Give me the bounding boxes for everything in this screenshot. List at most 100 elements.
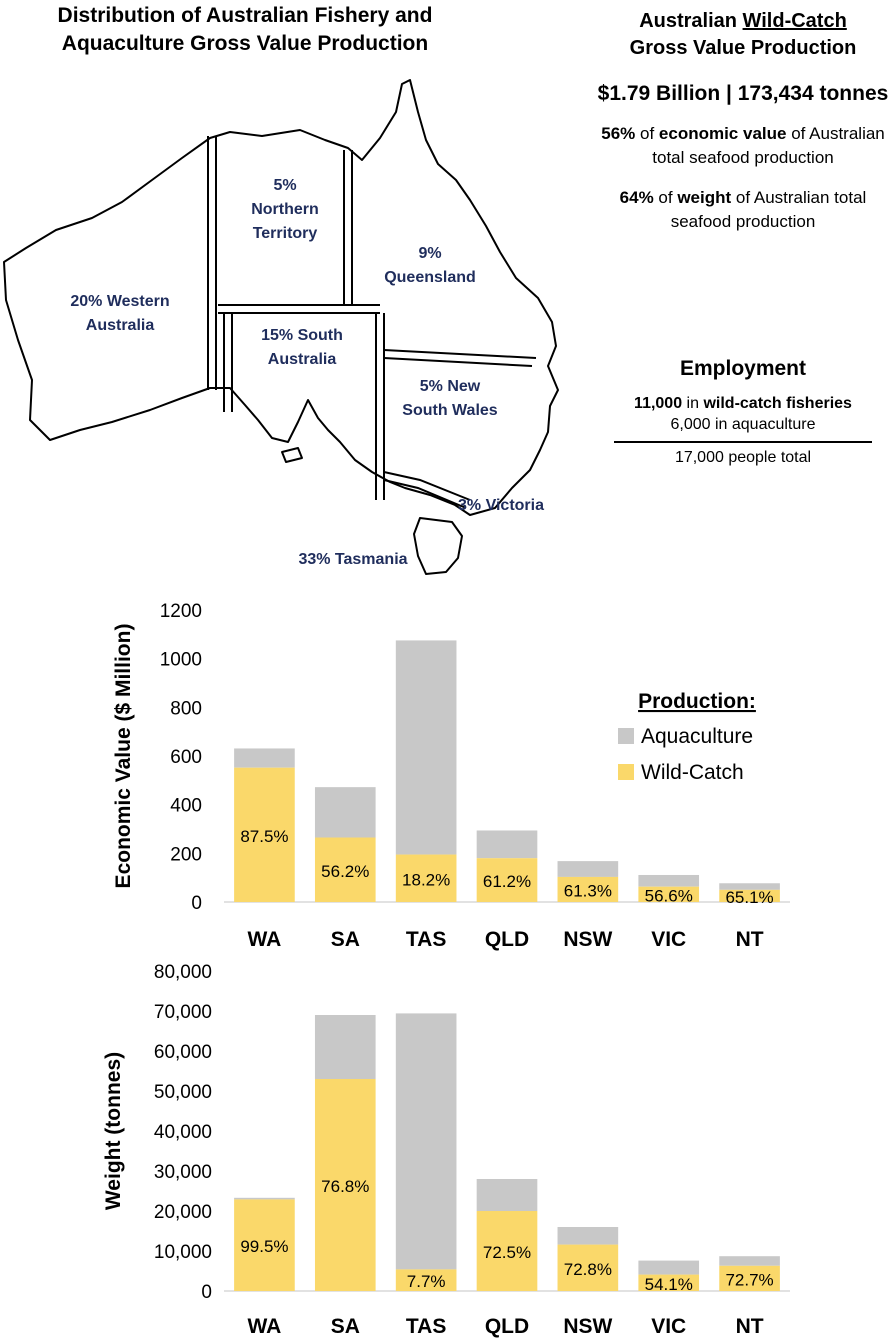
category-label-wa: WA: [248, 1315, 282, 1338]
bar-aquaculture-vic: [638, 874, 700, 887]
bar-wild-catch-nt: [719, 1265, 780, 1291]
y-axis-label: Economic Value ($ Million): [112, 624, 135, 889]
kangaroo-island: [281, 447, 303, 463]
bar-wild-catch-sa: [314, 837, 376, 902]
category-label-nsw: NSW: [563, 928, 612, 951]
tasmania-outline: [413, 517, 463, 575]
map-title-line1: Distribution of Australian Fishery and: [57, 4, 433, 27]
bar-wild-catch-nsw: [557, 1244, 619, 1291]
data-label-nsw: 72.8%: [564, 1260, 612, 1279]
category-label-sa: SA: [331, 928, 360, 951]
legend-item-wild-catch: Wild-Catch: [641, 761, 744, 784]
data-label-qld: 72.5%: [483, 1243, 531, 1262]
bar-aquaculture-tas: [395, 1013, 457, 1270]
wild-catch-emphasis: Wild-Catch: [742, 10, 847, 32]
bar-wild-catch-vic: [638, 1274, 700, 1291]
region-label-tas: 33% Tasmania: [298, 551, 408, 568]
mainland-outline: [3, 79, 559, 516]
category-label-nt: NT: [736, 1315, 764, 1338]
y-tick-label: 800: [170, 698, 202, 719]
category-label-tas: TAS: [406, 1315, 446, 1338]
map-title-line2: Aquaculture Gross Value Production: [61, 32, 429, 55]
data-label-vic: 54.1%: [645, 1275, 693, 1294]
bar-aquaculture-wa: [234, 1197, 295, 1200]
bar-aquaculture-vic: [638, 1260, 700, 1275]
legend-title: Production:: [638, 690, 756, 713]
y-tick-label: 10,000: [154, 1242, 212, 1263]
legend-item-aquaculture: Aquaculture: [641, 725, 753, 748]
y-tick-label: 70,000: [154, 1002, 212, 1023]
bar-wild-catch-nt: [719, 889, 780, 902]
bar-wild-catch-tas: [395, 854, 457, 902]
category-label-sa: SA: [331, 1315, 360, 1338]
data-label-nt: 65.1%: [725, 888, 773, 907]
data-label-qld: 61.2%: [483, 872, 531, 891]
bar-wild-catch-wa: [234, 1199, 295, 1291]
employment-wild: 11,000 in wild-catch fisheries: [634, 395, 852, 412]
bar-wild-catch-sa: [314, 1079, 376, 1291]
category-label-nt: NT: [736, 928, 764, 951]
y-tick-label: 0: [191, 893, 202, 914]
employment-aquaculture: 6,000 in aquaculture: [670, 416, 816, 433]
employment-divider: [614, 441, 872, 443]
summary-totals: $1.79 Billion | 173,434 tonnes: [597, 82, 889, 105]
bar-aquaculture-tas: [395, 640, 457, 855]
value-share: 56% of economic value of Australian total…: [601, 124, 885, 167]
economic-value-chart: 0 200 400 600 800 1000 1200 Economic Value ($ M…: [112, 601, 790, 951]
region-label-wa: 20% Western Australia: [70, 293, 170, 334]
bar-aquaculture-sa: [314, 1015, 376, 1079]
legend-swatch-aquaculture: [618, 728, 634, 744]
y-tick-label: 40,000: [154, 1122, 212, 1143]
y-tick-label: 80,000: [154, 962, 212, 983]
region-label-qld: 9% Queensland: [384, 245, 476, 286]
y-tick-label: 0: [201, 1282, 212, 1303]
y-tick-label: 60,000: [154, 1042, 212, 1063]
bar-wild-catch-wa: [234, 767, 295, 902]
data-label-nt: 72.7%: [725, 1270, 773, 1289]
summary-heading-line2: Gross Value Production: [629, 37, 857, 59]
y-tick-label: 1000: [160, 650, 202, 671]
data-label-nsw: 61.3%: [564, 881, 612, 900]
y-tick-label: 400: [170, 796, 202, 817]
data-label-vic: 56.6%: [645, 886, 693, 905]
bar-aquaculture-qld: [476, 830, 538, 859]
y-tick-label: 200: [170, 844, 202, 865]
bar-wild-catch-qld: [476, 858, 538, 902]
summary-heading-line1: Australian Wild-Catch: [639, 10, 847, 32]
data-label-tas: 18.2%: [402, 870, 450, 889]
bar-aquaculture-nsw: [557, 1227, 619, 1245]
weight-share: 64% of weight of Australian total seafood…: [619, 188, 867, 231]
category-label-qld: QLD: [485, 928, 529, 951]
bar-aquaculture-nt: [719, 883, 780, 890]
bar-aquaculture-sa: [314, 787, 376, 838]
y-tick-label: 1200: [160, 601, 202, 622]
y-tick-label: 50,000: [154, 1082, 212, 1103]
data-label-tas: 7.7%: [407, 1272, 446, 1291]
category-label-vic: VIC: [651, 928, 686, 951]
data-label-wa: 87.5%: [240, 827, 288, 846]
data-label-sa: 76.8%: [321, 1177, 369, 1196]
data-label-wa: 99.5%: [240, 1237, 288, 1256]
y-tick-label: 20,000: [154, 1202, 212, 1223]
employment-total: 17,000 people total: [674, 449, 812, 466]
map-title: Distribution of Australian Fishery and A…: [10, 2, 480, 58]
bar-wild-catch-nsw: [557, 876, 619, 902]
category-label-nsw: NSW: [563, 1315, 612, 1338]
category-label-tas: TAS: [406, 928, 446, 951]
bar-aquaculture-wa: [234, 748, 295, 768]
bar-aquaculture-qld: [476, 1179, 538, 1211]
bar-aquaculture-nsw: [557, 861, 619, 877]
employment-summary: Employment 11,000 in wild-catch fisherie…: [598, 357, 888, 467]
category-label-wa: WA: [248, 928, 282, 951]
category-label-qld: QLD: [485, 1315, 529, 1338]
bar-aquaculture-nt: [719, 1256, 780, 1266]
y-axis-label: Weight (tonnes): [102, 1052, 125, 1210]
legend-swatch-wild-catch: [618, 764, 634, 780]
bar-wild-catch-tas: [395, 1269, 457, 1291]
region-label-sa: 15% South Australia: [261, 327, 343, 368]
chart-legend: Production: Aquaculture Wild-Catch: [618, 690, 756, 784]
category-label-vic: VIC: [651, 1315, 686, 1338]
region-label-nt: 5% Northern Territory: [251, 177, 319, 242]
employment-heading: Employment: [679, 357, 807, 380]
weight-chart: 0 10,000 20,000 30,000 40,000 50,000 60,000 70,…: [102, 962, 790, 1338]
